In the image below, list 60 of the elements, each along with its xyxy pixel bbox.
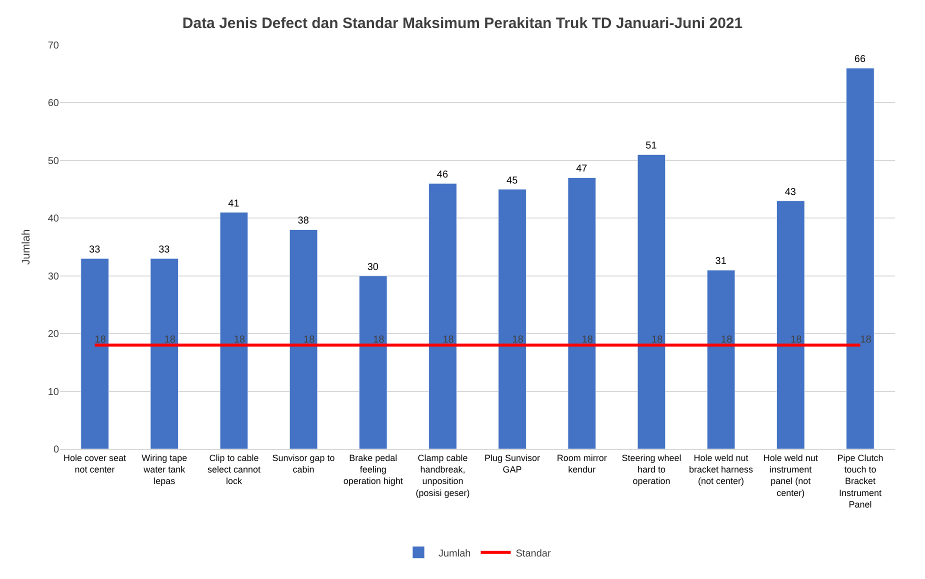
chart-title: Data Jenis Defect dan Standar Maksimum Perakitan Truk TD Januari-Juni 2021	[182, 14, 743, 32]
legend-label: Standar	[516, 548, 552, 560]
y-tick-label: 50	[48, 156, 60, 167]
legend-label: Jumlah	[438, 548, 471, 560]
y-tick-label: 20	[48, 329, 60, 340]
data-label: 18	[94, 334, 106, 346]
bar	[428, 183, 457, 449]
bar	[150, 258, 179, 449]
y-tick-label: 0	[53, 444, 60, 456]
bar	[289, 229, 318, 449]
x-tick-label: Clamp cable handbreak, unposition (posisi geser)	[416, 452, 470, 498]
data-label: 18	[234, 334, 246, 346]
data-label: 46	[436, 170, 448, 181]
data-label: 38	[298, 216, 310, 227]
data-label: 18	[373, 334, 385, 346]
y-tick-label: 60	[48, 98, 60, 110]
x-tick-label: Sunvisor gap to cabin	[272, 452, 335, 474]
x-tick-label: Hole cover seat not center	[64, 452, 127, 474]
x-tick-label: Steering wheel hard to operation	[622, 452, 682, 486]
data-label: 18	[304, 334, 316, 346]
data-label: 43	[784, 186, 796, 198]
bar	[706, 270, 736, 449]
bar	[568, 177, 596, 449]
bar	[80, 258, 109, 449]
data-label: 47	[576, 164, 588, 175]
data-label: 18	[721, 334, 733, 346]
x-tick-label: Hole weld nut instrument panel (not center)	[763, 452, 818, 498]
data-label: 18	[651, 334, 664, 346]
x-tick-label: Clip to cable select cannot lock	[207, 452, 261, 486]
data-label: 18	[442, 334, 454, 346]
data-label: 18	[512, 334, 524, 346]
bar	[776, 200, 805, 449]
x-tick-label: Plug Sunvisor GAP	[484, 452, 540, 474]
y-tick-label: 70	[48, 40, 60, 52]
x-tick-label: Brake pedal feeling operation hight	[343, 452, 404, 486]
bar	[637, 154, 666, 449]
data-label: 18	[582, 334, 594, 346]
x-tick-label: Room mirror kendur	[556, 452, 607, 474]
data-label: 18	[790, 334, 802, 346]
x-tick-label: Hole weld nut bracket harness (not center)	[689, 452, 754, 486]
y-axis-title: Jumlah	[20, 229, 33, 265]
data-label: 18	[860, 334, 872, 346]
data-label: 30	[367, 262, 379, 273]
bar	[220, 212, 248, 449]
y-tick-label: 40	[48, 214, 60, 225]
x-tick-label: Wiring tape water tank lepas	[142, 452, 188, 486]
data-label: 33	[89, 244, 101, 256]
y-tick-label: 30	[48, 271, 60, 282]
data-label: 33	[158, 244, 170, 256]
y-tick-label: 10	[48, 386, 60, 398]
x-tick-label: Pipe Clutch touch to Bracket Instrument Panel	[837, 452, 884, 510]
bar	[358, 276, 388, 449]
data-label: 45	[506, 175, 518, 186]
data-label: 31	[715, 256, 727, 268]
bar	[846, 68, 874, 449]
data-label: 66	[854, 54, 866, 66]
bar	[498, 189, 526, 449]
data-label: 41	[228, 198, 240, 210]
data-label: 18	[164, 334, 176, 346]
data-label: 51	[646, 140, 658, 152]
